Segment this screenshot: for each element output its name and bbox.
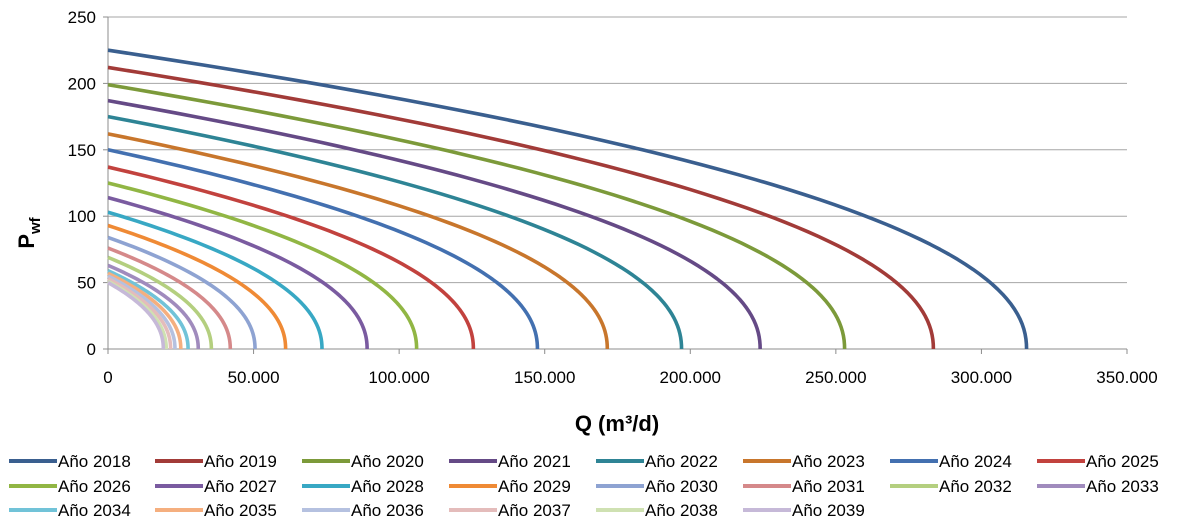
x-tick-label: 200.000	[660, 368, 721, 387]
series-line-año-2018	[107, 48, 1029, 350]
series-line-año-2035	[107, 271, 183, 350]
legend-item: Año 2037	[449, 501, 571, 520]
x-tick-label: 300.000	[951, 368, 1012, 387]
legend-item: Año 2027	[155, 477, 277, 496]
series-line-año-2020	[107, 82, 847, 350]
legend-label: Año 2018	[58, 452, 131, 471]
series-line-año-2032	[107, 255, 214, 350]
legend: Año 2018 Año 2019 Año 2020 Año 2021 Año 2022…	[9, 452, 1159, 520]
legend-item: Año 2033	[1037, 477, 1159, 496]
y-tick-label: 0	[87, 340, 96, 359]
legend-label: Año 2038	[645, 501, 718, 520]
legend-label: Año 2033	[1086, 477, 1159, 496]
tick-labels: 0 50.000 100.000 150.000 200.000 250.000 300.0…	[68, 8, 1158, 387]
y-axis-title-sub: wf	[27, 216, 44, 235]
legend-item: Año 2032	[890, 477, 1012, 496]
legend-label: Año 2039	[792, 501, 865, 520]
series-line-año-2026	[107, 181, 419, 350]
legend-item: Año 2038	[596, 501, 718, 520]
series-line-año-2022	[107, 114, 684, 350]
y-axis-title-main: P	[14, 234, 39, 249]
legend-item: Año 2025	[1037, 452, 1159, 471]
legend-label: Año 2037	[498, 501, 571, 520]
legend-label: Año 2036	[351, 501, 424, 520]
legend-label: Año 2032	[939, 477, 1012, 496]
legend-label: Año 2025	[1086, 452, 1159, 471]
legend-item: Año 2018	[9, 452, 131, 471]
legend-label: Año 2019	[204, 452, 277, 471]
x-tick-label: 0	[103, 368, 112, 387]
legend-item: Año 2034	[9, 501, 131, 520]
legend-item: Año 2020	[302, 452, 424, 471]
series-line-año-2034	[107, 269, 190, 350]
legend-item: Año 2019	[155, 452, 277, 471]
legend-item: Año 2031	[743, 477, 865, 496]
x-tick-label: 50.000	[228, 368, 280, 387]
legend-label: Año 2026	[58, 477, 131, 496]
legend-item: Año 2023	[743, 452, 865, 471]
legend-item: Año 2026	[9, 477, 131, 496]
legend-label: Año 2028	[351, 477, 424, 496]
x-tick-label: 350.000	[1096, 368, 1157, 387]
series-layer	[107, 48, 1029, 350]
series-line-año-2019	[107, 65, 936, 350]
legend-label: Año 2020	[351, 452, 424, 471]
series-line-año-2031	[107, 246, 233, 350]
series-line-año-2021	[107, 98, 762, 350]
series-line-año-2036	[107, 274, 177, 350]
legend-label: Año 2021	[498, 452, 571, 471]
legend-item: Año 2039	[743, 501, 865, 520]
legend-label: Año 2034	[58, 501, 131, 520]
y-tick-label: 100	[68, 207, 96, 226]
legend-label: Año 2035	[204, 501, 277, 520]
series-line-año-2037	[107, 277, 173, 350]
legend-item: Año 2021	[449, 452, 571, 471]
series-line-año-2023	[107, 132, 610, 350]
legend-label: Año 2027	[204, 477, 277, 496]
x-axis-title: Q (m³/d)	[575, 411, 659, 436]
legend-item: Año 2035	[155, 501, 277, 520]
legend-label: Año 2023	[792, 452, 865, 471]
series-line-año-2029	[107, 223, 288, 350]
y-tick-label: 50	[77, 274, 96, 293]
y-tick-label: 250	[68, 8, 96, 27]
series-line-año-2028	[107, 210, 324, 350]
legend-item: Año 2036	[302, 501, 424, 520]
legend-label: Año 2024	[939, 452, 1012, 471]
series-line-año-2024	[107, 148, 540, 350]
legend-label: Año 2031	[792, 477, 865, 496]
series-line-año-2025	[107, 165, 476, 350]
x-tick-label: 250.000	[805, 368, 866, 387]
x-tick-label: 100.000	[368, 368, 429, 387]
series-line-año-2030	[107, 235, 257, 350]
svg-text:Pwf: Pwf	[14, 216, 44, 248]
series-line-año-2039	[107, 281, 166, 350]
legend-item: Año 2028	[302, 477, 424, 496]
x-tick-label: 150.000	[514, 368, 575, 387]
legend-label: Año 2022	[645, 452, 718, 471]
y-tick-label: 150	[68, 141, 96, 160]
legend-item: Año 2024	[890, 452, 1012, 471]
legend-item: Año 2029	[449, 477, 571, 496]
y-axis-title: Pwf	[14, 216, 44, 248]
grid-layer	[108, 16, 1127, 284]
legend-item: Año 2022	[596, 452, 718, 471]
legend-label: Año 2030	[645, 477, 718, 496]
legend-item: Año 2030	[596, 477, 718, 496]
legend-label: Año 2029	[498, 477, 571, 496]
y-tick-label: 200	[68, 74, 96, 93]
series-line-año-2027	[107, 195, 369, 350]
series-line-año-2033	[107, 263, 201, 350]
